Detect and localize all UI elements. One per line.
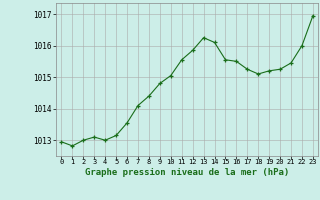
X-axis label: Graphe pression niveau de la mer (hPa): Graphe pression niveau de la mer (hPa)	[85, 168, 289, 177]
